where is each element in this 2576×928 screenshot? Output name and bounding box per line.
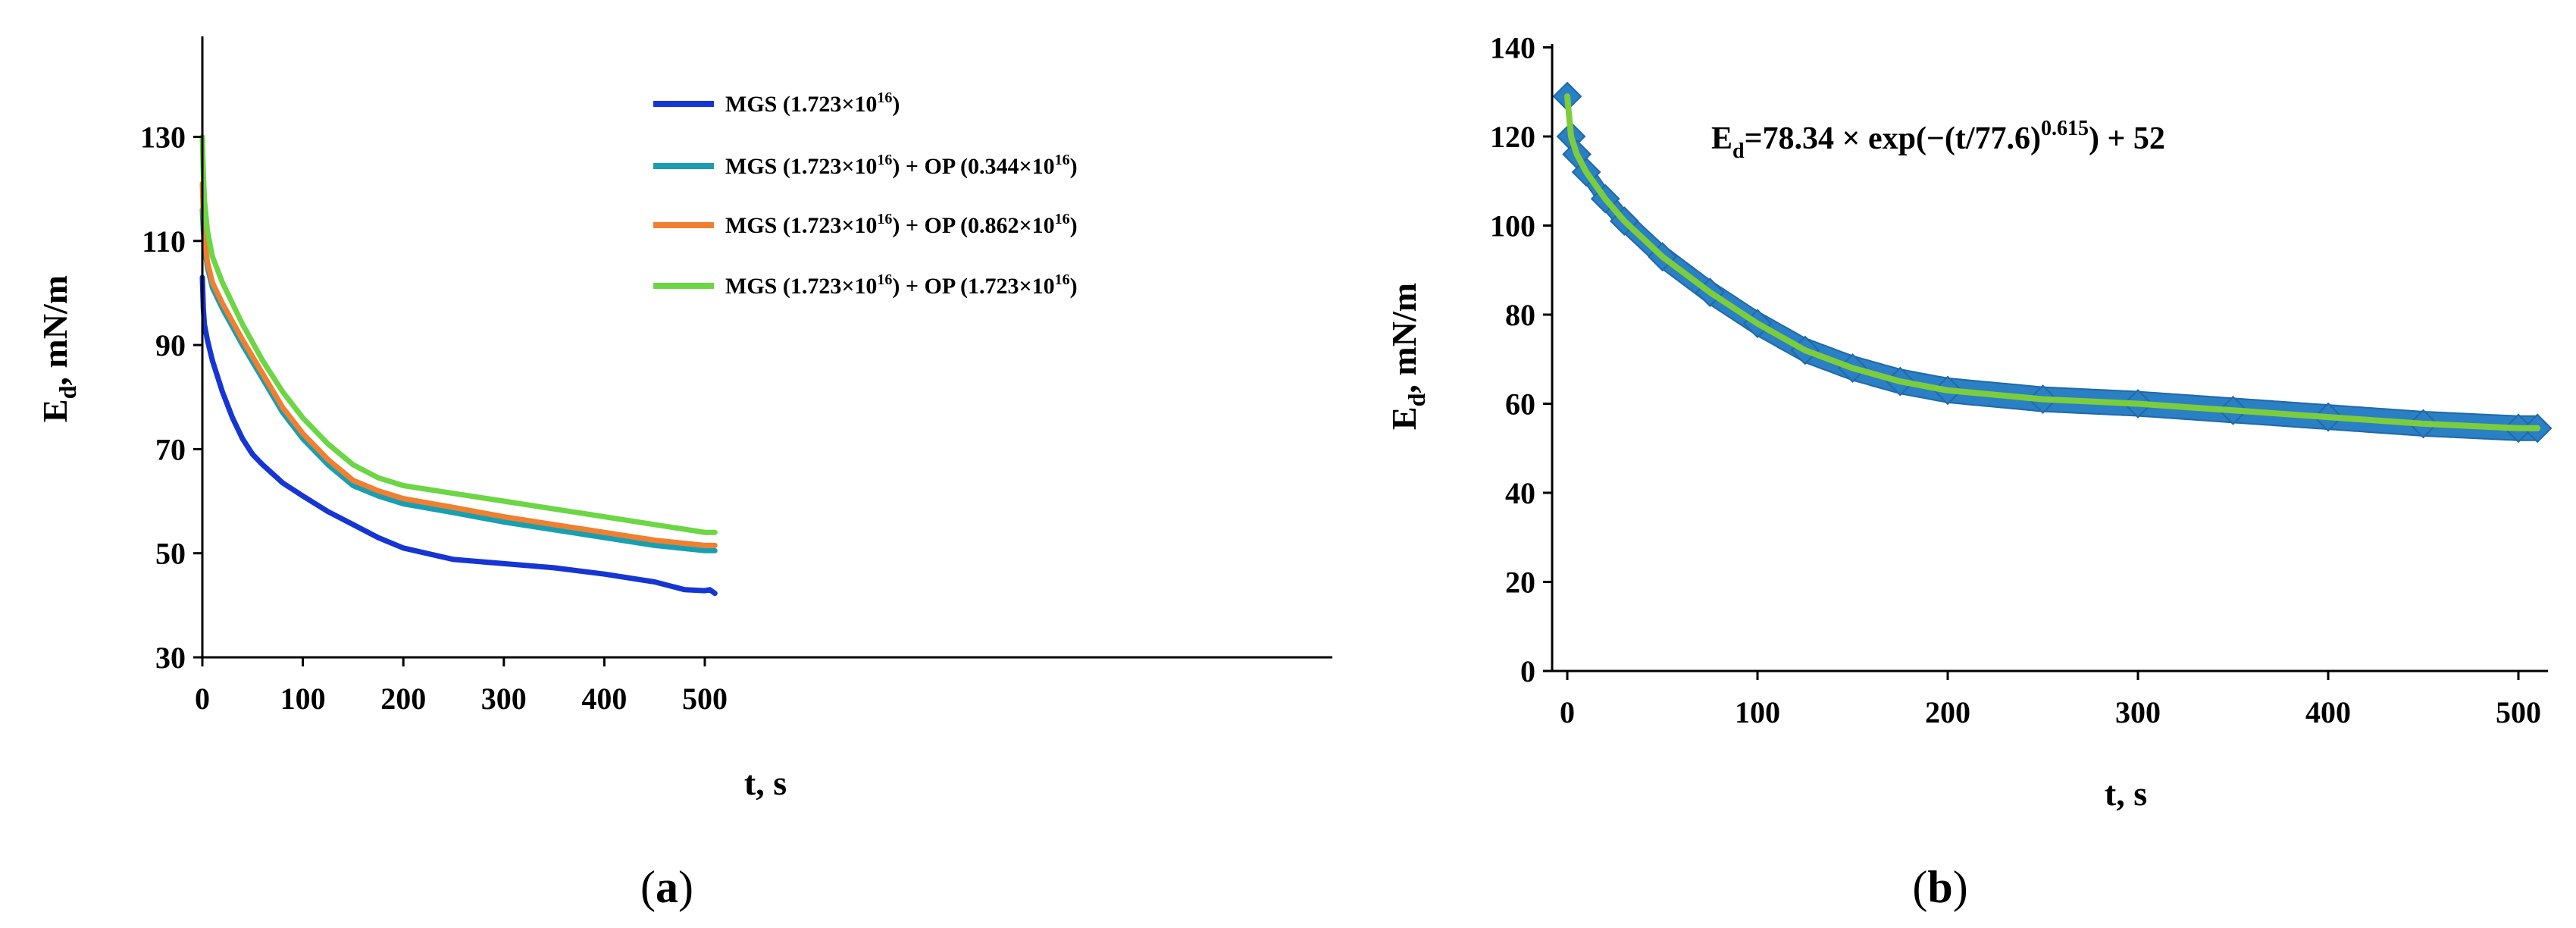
chart-a-x-axis-title: t, s: [744, 763, 787, 802]
x-tick-label: 100: [1735, 695, 1780, 729]
chart-b-fit-equation: Ed=78.34 × exp(−(t/77.6)0.615) + 52: [1711, 117, 2165, 163]
series-line-1: [199, 207, 718, 553]
x-tick-label: 500: [682, 682, 728, 716]
chart-b-y-axis-title: Ed, mN/m: [1385, 283, 1430, 430]
y-tick-label: 20: [1505, 566, 1535, 600]
legend-label-0: MGS (1.723×1016): [725, 89, 900, 117]
chart-a-legend: MGS (1.723×1016) MGS (1.723×1016) + OP (…: [653, 89, 1078, 299]
chart-a-ticks: 30 50 70 90 110 130 0 100 200 300 400 500: [140, 121, 728, 716]
chart-b-ticks: 0 20 40 60 80 100 120 140 0 100 200 300 400 500: [1490, 31, 2541, 730]
x-tick-label: 0: [195, 682, 210, 716]
series-line-3: [199, 134, 718, 535]
chart-a: 30 50 70 90 110 130 0 100 200 300 400 500 t, s Ed, …: [36, 36, 1332, 802]
series-line-2: [199, 180, 718, 548]
chart-b-x-axis-title: t, s: [2105, 774, 2147, 813]
x-tick-label: 200: [1925, 695, 1970, 729]
x-tick-label: 100: [280, 682, 326, 716]
x-tick-label: 200: [380, 682, 426, 716]
x-tick-label: 300: [2115, 695, 2161, 729]
panel-label-b: (b): [1912, 862, 1967, 912]
series-line-0: [199, 274, 718, 597]
y-tick-label: 110: [142, 224, 186, 259]
legend-label-3: MGS (1.723×1016) + OP (1.723×1016): [725, 271, 1078, 299]
chart-b-series-group: [1552, 81, 2553, 444]
chart-a-y-axis-title: Ed, mN/m: [36, 275, 81, 422]
y-tick-label: 100: [1490, 209, 1535, 243]
fit-curve: [1564, 93, 2541, 431]
chart-a-series-group: [199, 134, 718, 597]
y-tick-label: 40: [1505, 476, 1535, 510]
y-tick-label: 0: [1520, 654, 1535, 688]
y-tick-label: 80: [1505, 298, 1535, 332]
x-tick-label: 300: [481, 682, 527, 716]
y-tick-label: 70: [155, 432, 186, 466]
x-tick-label: 400: [581, 682, 627, 716]
y-tick-label: 50: [155, 537, 186, 571]
y-tick-label: 90: [155, 328, 186, 362]
legend-label-2: MGS (1.723×1016) + OP (0.862×1016): [725, 211, 1078, 238]
x-tick-label: 0: [1560, 695, 1575, 729]
x-tick-label: 400: [2305, 695, 2351, 729]
panel-label-a: (a): [640, 862, 693, 912]
y-tick-label: 30: [155, 641, 186, 675]
y-tick-label: 130: [140, 121, 186, 155]
y-tick-label: 60: [1505, 387, 1535, 422]
legend-label-1: MGS (1.723×1016) + OP (0.344×1016): [725, 152, 1078, 179]
x-tick-label: 500: [2496, 695, 2541, 729]
y-tick-label: 140: [1490, 31, 1535, 65]
y-tick-label: 120: [1490, 120, 1535, 154]
